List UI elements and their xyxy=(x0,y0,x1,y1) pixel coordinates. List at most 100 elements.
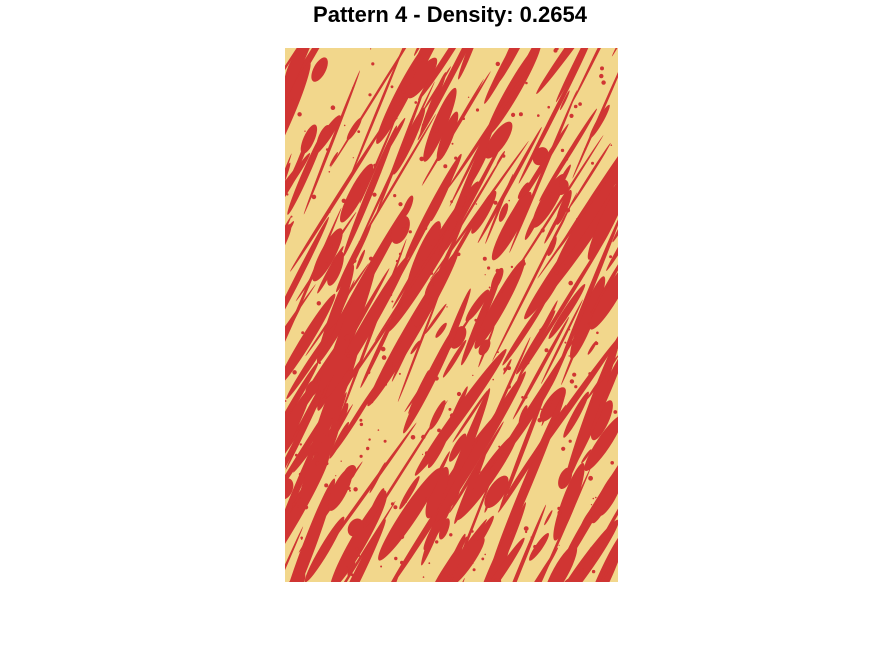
pattern-speck xyxy=(449,533,453,537)
pattern-speck xyxy=(523,485,528,490)
pattern-speck xyxy=(568,328,571,331)
pattern-speck xyxy=(511,112,516,117)
pattern-streak xyxy=(319,519,386,582)
pattern-speck xyxy=(410,90,413,92)
pattern-streak xyxy=(475,537,525,582)
pattern-speck xyxy=(590,400,593,403)
pattern-speck xyxy=(610,144,613,146)
pattern-speck xyxy=(553,48,558,53)
pattern-streak xyxy=(293,417,333,473)
pattern-speck xyxy=(313,452,319,457)
pattern-streak xyxy=(436,111,459,162)
pattern-streak xyxy=(429,400,446,430)
pattern-speck xyxy=(566,158,569,161)
pattern-speck xyxy=(338,419,340,422)
pattern-streak xyxy=(498,203,509,222)
pattern-speck xyxy=(481,330,484,333)
pattern-speck xyxy=(310,381,312,383)
pattern-speck xyxy=(380,565,383,568)
pattern-streak xyxy=(290,120,387,272)
pattern-speck xyxy=(328,243,333,248)
pattern-speck xyxy=(568,355,570,357)
pattern-streak xyxy=(308,422,417,573)
pattern-streak xyxy=(507,365,561,450)
pattern-streak xyxy=(481,504,547,582)
pattern-speck xyxy=(493,200,498,205)
pattern-streak xyxy=(411,307,429,327)
pattern-speck xyxy=(495,108,499,112)
pattern-speck xyxy=(356,183,361,188)
pattern-speck xyxy=(357,554,361,557)
pattern-speck xyxy=(332,262,336,265)
pattern-speck xyxy=(481,557,485,561)
pattern-speck xyxy=(521,261,526,266)
pattern-speck xyxy=(371,401,374,404)
pattern-streak xyxy=(572,48,618,179)
pattern-speck xyxy=(358,241,361,243)
pattern-speck xyxy=(472,568,476,572)
pattern-speck xyxy=(353,487,358,492)
pattern-streak xyxy=(477,126,542,244)
pattern-streak xyxy=(420,72,447,134)
pattern-speck xyxy=(293,579,296,582)
pattern-speck xyxy=(427,291,431,295)
pattern-streak xyxy=(374,200,467,341)
pattern-speck xyxy=(368,256,374,261)
pattern-speck xyxy=(524,395,528,399)
pattern-speck xyxy=(318,361,321,365)
pattern-speck xyxy=(430,533,434,537)
pattern-streak xyxy=(392,226,442,309)
pattern-streak xyxy=(285,361,319,437)
pattern-speck xyxy=(501,453,506,458)
pattern-speck xyxy=(300,536,303,540)
pattern-speck xyxy=(508,199,510,202)
pattern-speck xyxy=(589,460,594,465)
pattern-speck xyxy=(592,497,595,500)
pattern-speck xyxy=(410,435,416,440)
pattern-speck xyxy=(495,61,500,67)
pattern-streak xyxy=(424,303,447,335)
pattern-speck xyxy=(437,428,441,433)
pattern-speck xyxy=(530,536,532,538)
pattern-speck xyxy=(346,354,350,358)
pattern-streak xyxy=(365,488,385,527)
pattern-speck xyxy=(584,147,587,151)
pattern-speck xyxy=(298,472,302,476)
pattern-speck xyxy=(399,534,405,540)
pattern-streak xyxy=(469,533,512,582)
pattern-speck xyxy=(390,502,395,506)
pattern-streak xyxy=(561,309,592,386)
pattern-speck xyxy=(377,429,380,431)
pattern-streak xyxy=(570,142,611,207)
pattern-streak xyxy=(465,317,481,357)
pattern-speck xyxy=(304,130,306,132)
pattern-streak xyxy=(422,71,491,184)
pattern-streak xyxy=(397,287,442,402)
pattern-speck xyxy=(487,266,491,270)
pattern-speck xyxy=(428,562,431,565)
pattern-speck xyxy=(401,90,406,94)
pattern-streak xyxy=(285,353,351,501)
pattern-speck xyxy=(422,453,424,455)
pattern-speck xyxy=(366,370,371,375)
pattern-speck xyxy=(518,112,523,117)
pattern-speck xyxy=(474,318,478,322)
pattern-streak xyxy=(449,107,500,207)
pattern-speck xyxy=(287,532,289,534)
pattern-speck xyxy=(359,575,361,577)
pattern-speck xyxy=(381,490,387,496)
pattern-speck xyxy=(352,157,354,159)
pattern-speck xyxy=(301,538,303,540)
pattern-streak xyxy=(555,131,618,269)
pattern-streak xyxy=(612,211,618,243)
pattern-speck xyxy=(372,192,377,197)
pattern-streak xyxy=(418,48,475,101)
pattern-streak xyxy=(449,537,485,582)
pattern-speck xyxy=(537,114,540,117)
pattern-speck xyxy=(359,422,364,427)
pattern-speck xyxy=(557,506,561,511)
pattern-streak xyxy=(285,48,323,123)
pattern-streak xyxy=(571,48,618,104)
pattern-speck xyxy=(449,413,455,418)
pattern-streak xyxy=(285,306,302,405)
